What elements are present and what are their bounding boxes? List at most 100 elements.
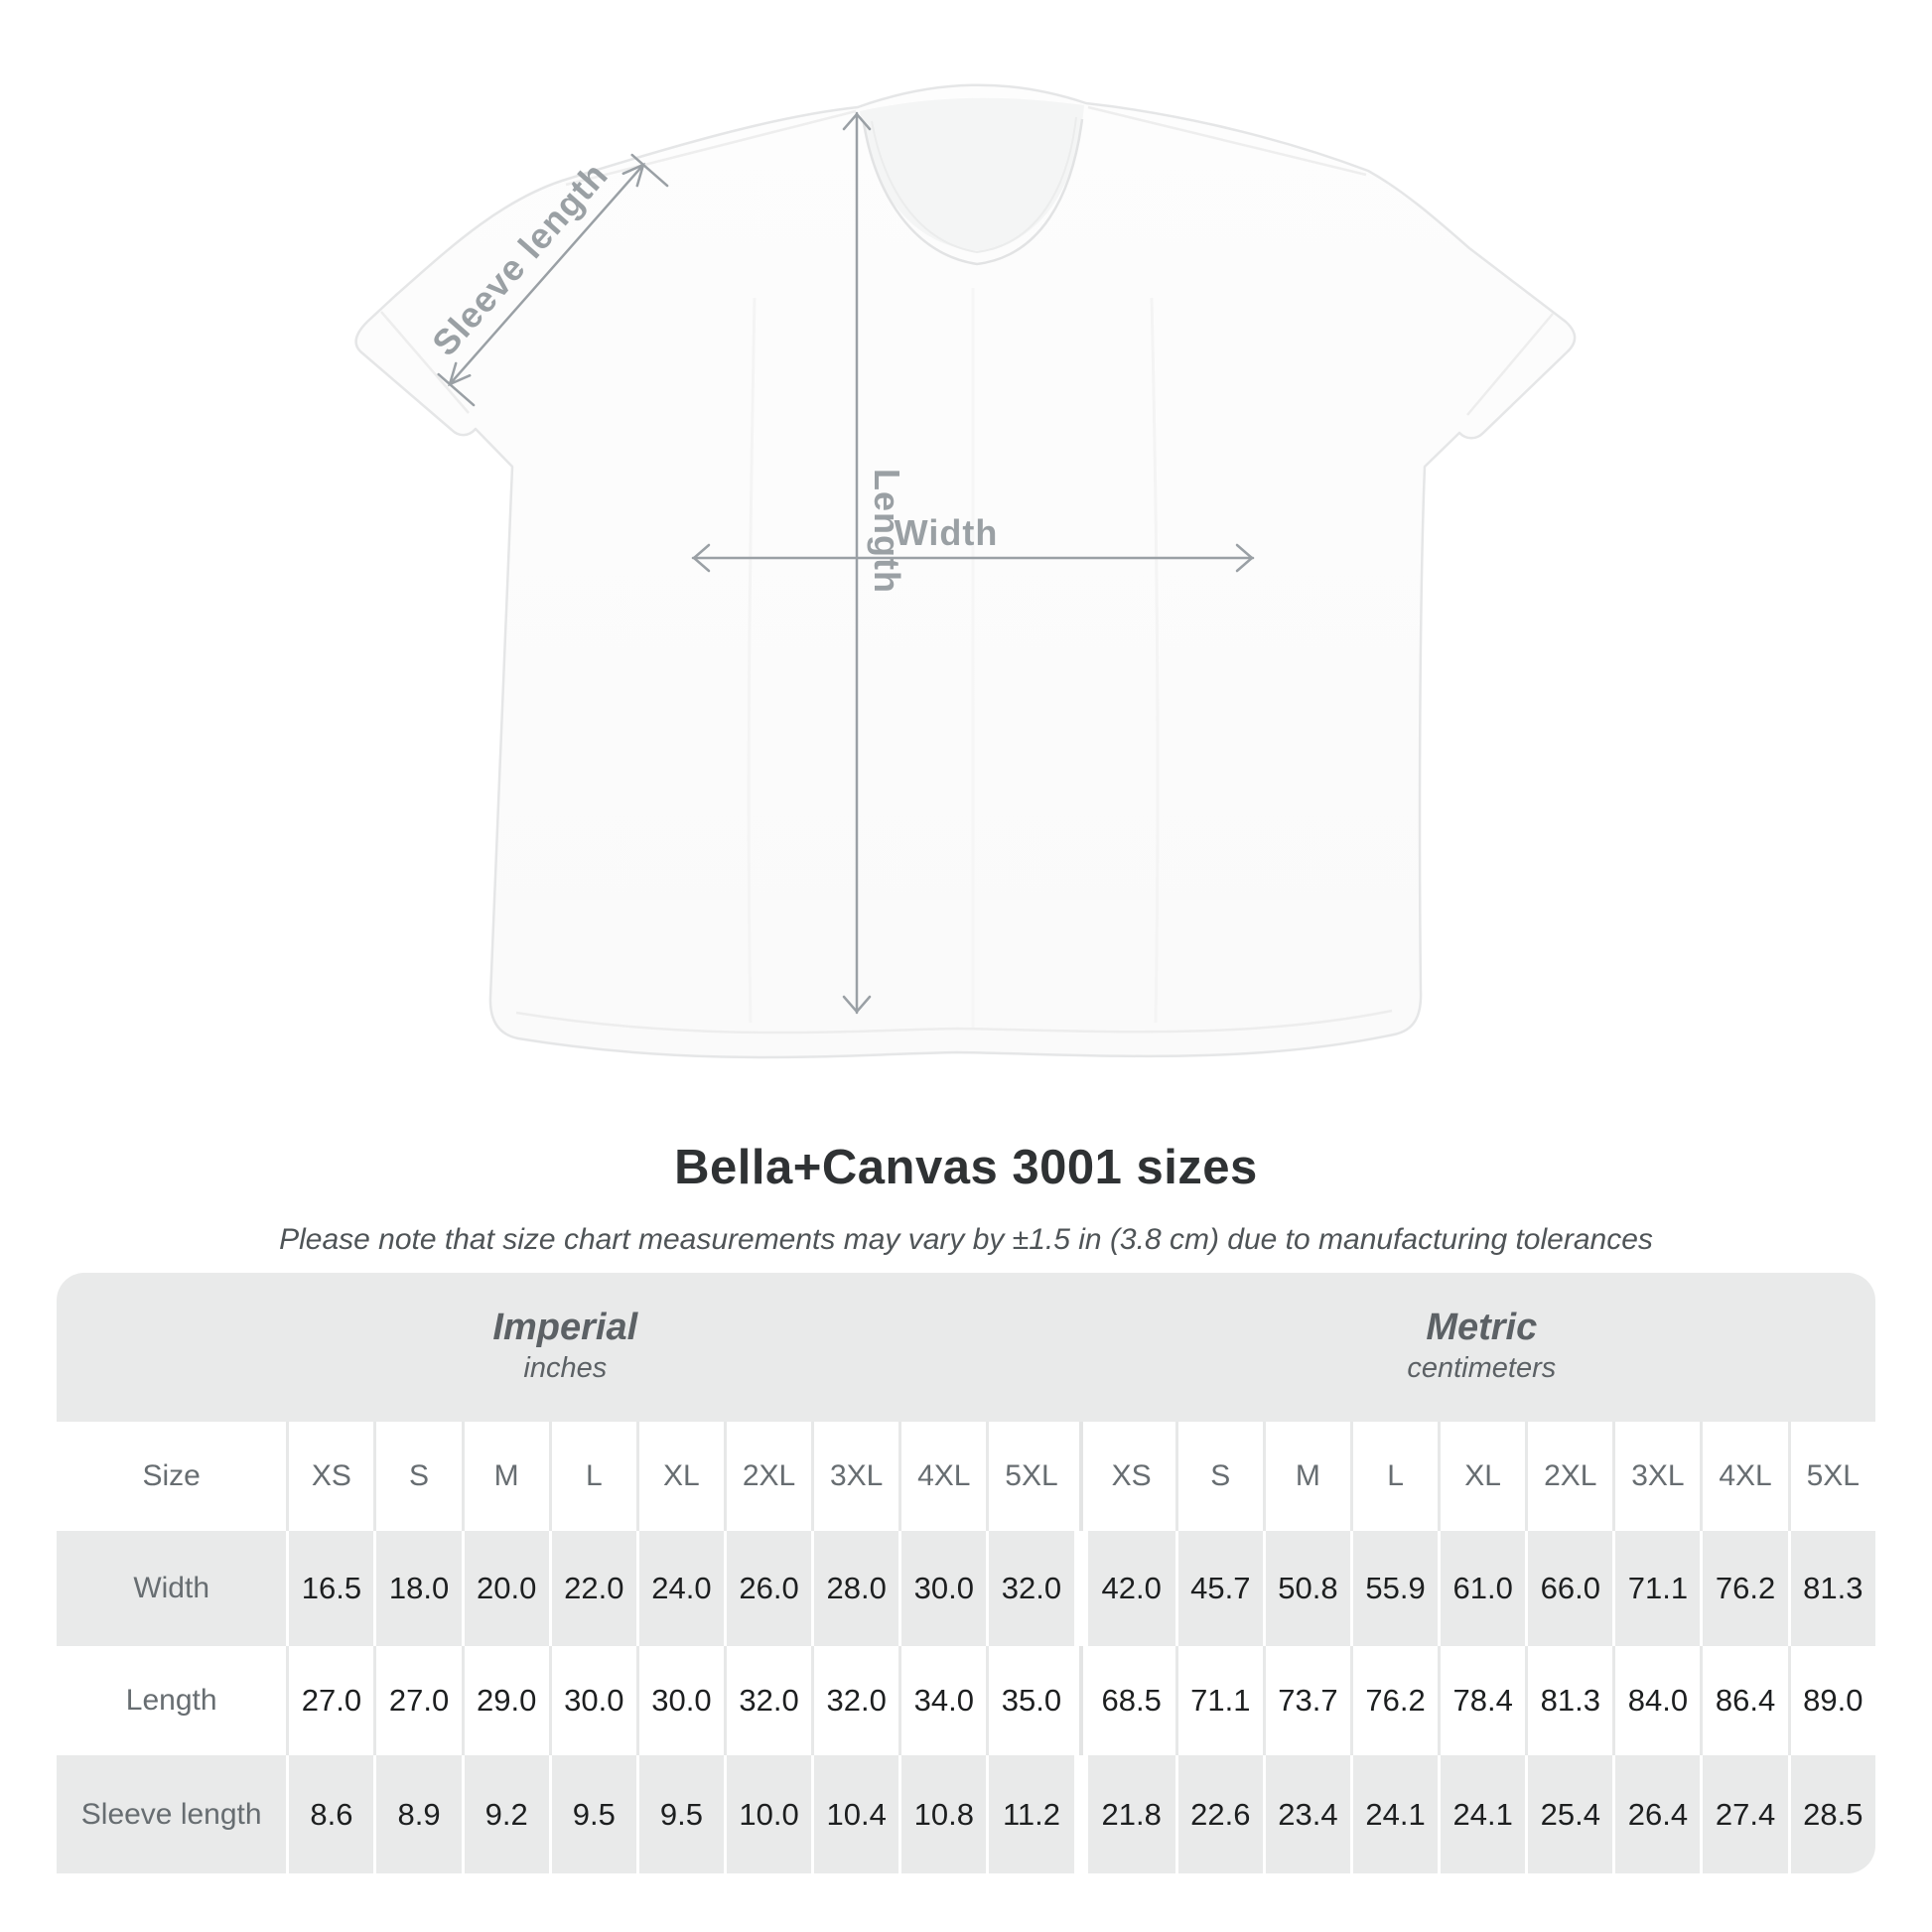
metric-header: Metric centimeters [1087,1273,1875,1422]
imperial-label: Imperial [492,1307,638,1349]
length-arrow [842,111,872,1015]
cell: 10.8 [898,1755,987,1873]
sleeve-length-arrow [437,153,669,407]
cell: 35.0 [986,1646,1074,1755]
size-header: 2XL [723,1422,812,1531]
cell: 68.5 [1087,1646,1175,1755]
cell: 28.5 [1787,1755,1875,1873]
cell: 32.0 [986,1531,1074,1646]
cell: 78.4 [1438,1646,1526,1755]
cell: 61.0 [1438,1531,1526,1646]
cell: 18.0 [373,1531,462,1646]
cell: 26.0 [723,1531,812,1646]
size-chart-table: Imperial inches Metric centimeters Size … [57,1273,1875,1873]
cell: 21.8 [1087,1755,1175,1873]
cell: 30.0 [635,1646,724,1755]
cell: 76.2 [1349,1646,1439,1755]
cell: 25.4 [1525,1755,1613,1873]
metric-unit: centimeters [1407,1352,1557,1384]
cell: 32.0 [811,1646,899,1755]
tshirt-image [354,83,1577,1059]
row-label: Length [57,1646,287,1755]
cell: 9.2 [461,1755,549,1873]
cell: 27.0 [286,1646,374,1755]
cell: 76.2 [1700,1531,1788,1646]
size-header: L [548,1422,636,1531]
cell: 66.0 [1525,1531,1613,1646]
tolerance-note: Please note that size chart measurements… [279,1223,1653,1256]
width-dimension-label: Width [894,512,999,553]
size-header: 3XL [1612,1422,1701,1531]
table-row-length: Length 27.0 27.0 29.0 30.0 30.0 32.0 32.… [57,1646,1875,1755]
cell: 10.0 [723,1755,812,1873]
unit-header-row: Imperial inches Metric centimeters [57,1273,1875,1422]
size-header: XS [1087,1422,1175,1531]
size-header: 5XL [1787,1422,1875,1531]
group-divider [1073,1422,1088,1531]
cell: 71.1 [1612,1531,1701,1646]
size-header: 4XL [1700,1422,1788,1531]
size-header: 3XL [811,1422,899,1531]
size-header: S [1174,1422,1263,1531]
group-divider [1073,1531,1088,1646]
cell: 81.3 [1525,1646,1613,1755]
size-header: XS [286,1422,374,1531]
row-label: Width [57,1531,287,1646]
cell: 20.0 [461,1531,549,1646]
row-label: Sleeve length [57,1755,287,1873]
cell: 24.0 [635,1531,724,1646]
size-header: S [373,1422,462,1531]
group-divider [1073,1755,1088,1873]
size-header: M [1262,1422,1350,1531]
table-row-sleeve-length: Sleeve length 8.6 8.9 9.2 9.5 9.5 10.0 1… [57,1755,1875,1873]
cell: 45.7 [1174,1531,1263,1646]
imperial-unit: inches [523,1352,608,1384]
cell: 27.0 [373,1646,462,1755]
cell: 27.4 [1700,1755,1788,1873]
group-divider [1073,1273,1088,1422]
cell: 16.5 [286,1531,374,1646]
cell: 22.0 [548,1531,636,1646]
cell: 24.1 [1349,1755,1439,1873]
cell: 55.9 [1349,1531,1439,1646]
cell: 22.6 [1174,1755,1263,1873]
cell: 8.9 [373,1755,462,1873]
size-header: M [461,1422,549,1531]
group-divider [1073,1646,1088,1755]
cell: 89.0 [1787,1646,1875,1755]
cell: 34.0 [898,1646,987,1755]
cell: 29.0 [461,1646,549,1755]
cell: 9.5 [635,1755,724,1873]
tshirt-diagram [354,83,1577,1059]
cell: 30.0 [548,1646,636,1755]
cell: 50.8 [1262,1531,1350,1646]
page-title: Bella+Canvas 3001 sizes [674,1141,1258,1194]
size-header-row: Size XS S M L XL 2XL 3XL 4XL 5XL XS S M … [57,1422,1875,1531]
cell: 10.4 [811,1755,899,1873]
imperial-header: Imperial inches [57,1273,1074,1422]
cell: 32.0 [723,1646,812,1755]
size-header: 5XL [986,1422,1074,1531]
size-column-header: Size [57,1422,287,1531]
cell: 24.1 [1438,1755,1526,1873]
cell: 30.0 [898,1531,987,1646]
cell: 73.7 [1262,1646,1350,1755]
cell: 71.1 [1174,1646,1263,1755]
size-header: 4XL [898,1422,987,1531]
cell: 84.0 [1612,1646,1701,1755]
table-row-width: Width 16.5 18.0 20.0 22.0 24.0 26.0 28.0… [57,1531,1875,1646]
cell: 8.6 [286,1755,374,1873]
cell: 9.5 [548,1755,636,1873]
cell: 11.2 [986,1755,1074,1873]
cell: 26.4 [1612,1755,1701,1873]
cell: 86.4 [1700,1646,1788,1755]
metric-label: Metric [1426,1307,1538,1349]
size-header: XL [1438,1422,1526,1531]
size-header: XL [635,1422,724,1531]
cell: 42.0 [1087,1531,1175,1646]
size-header: 2XL [1525,1422,1613,1531]
width-arrow [691,543,1255,573]
size-header: L [1349,1422,1439,1531]
cell: 28.0 [811,1531,899,1646]
